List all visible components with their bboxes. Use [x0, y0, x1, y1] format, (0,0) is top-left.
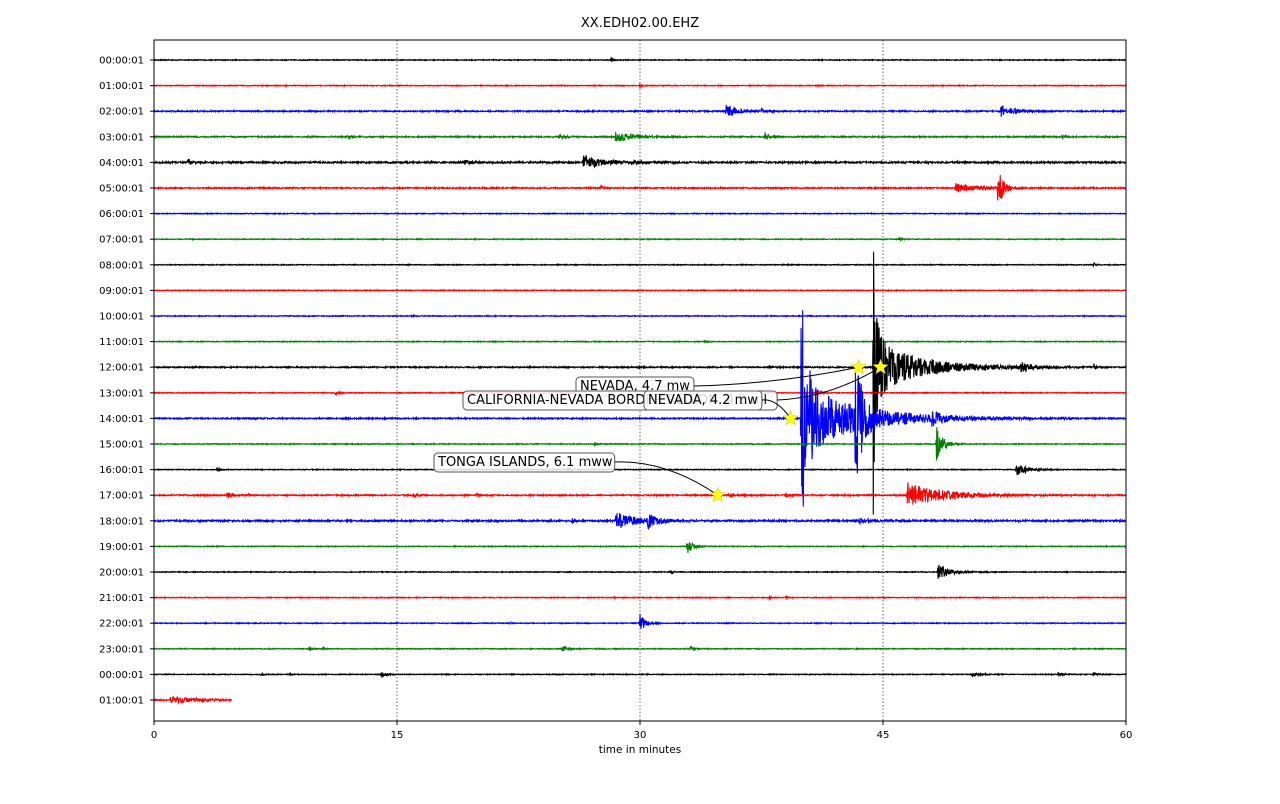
trace-row — [154, 513, 1126, 530]
event-star-marker — [709, 486, 727, 503]
event-label-box — [643, 390, 763, 411]
row-time-label: 12:00:01 — [99, 363, 144, 374]
event-connector — [761, 399, 792, 419]
row-time-label: 17:00:01 — [99, 491, 144, 502]
x-tick-label: 0 — [151, 730, 157, 741]
event-annotation: TONGA ISLANDS, 6.1 mww — [433, 452, 719, 496]
trace-row — [154, 541, 1126, 553]
event-label: TONGA ISLANDS, 6.1 mww — [437, 455, 613, 470]
trace-row — [154, 671, 1126, 679]
trace-lines — [154, 56, 1126, 705]
trace-row — [154, 237, 1126, 243]
row-time-label: 23:00:01 — [99, 644, 144, 655]
trace-row — [154, 339, 1126, 344]
trace-row — [154, 427, 1126, 461]
trace-row — [154, 251, 1126, 515]
row-time-label: 08:00:01 — [99, 260, 144, 271]
trace-row — [154, 262, 1126, 269]
row-time-label: 11:00:01 — [99, 337, 144, 348]
x-tick-label: 30 — [634, 730, 647, 741]
trace-row — [154, 131, 1126, 142]
row-time-label: 10:00:01 — [99, 312, 144, 323]
row-time-label: 16:00:01 — [99, 465, 144, 476]
trace-row — [154, 310, 1126, 507]
chart-title: XX.EDH02.00.EHZ — [581, 16, 699, 31]
row-time-label: 22:00:01 — [99, 619, 144, 630]
row-time-label: 21:00:01 — [99, 593, 144, 604]
row-time-label: 05:00:01 — [99, 184, 144, 195]
row-time-label: 04:00:01 — [99, 158, 144, 169]
trace-row — [154, 104, 1126, 117]
row-time-label: 15:00:01 — [99, 440, 144, 451]
row-time-label: 00:00:01 — [99, 670, 144, 681]
event-star-marker — [850, 358, 867, 375]
trace-row — [154, 82, 1126, 90]
event-star-marker — [782, 409, 799, 426]
trace-row — [154, 595, 1126, 602]
event-label-box — [433, 452, 616, 473]
event-connector — [777, 366, 881, 401]
event-label: NEVADA, 4.7 mw — [580, 379, 690, 394]
row-time-label: 07:00:01 — [99, 235, 144, 246]
trace-row — [154, 56, 1126, 63]
event-star-marker — [872, 358, 889, 375]
trace-row — [154, 645, 1126, 652]
row-time-label: 03:00:01 — [99, 132, 144, 143]
row-time-label: 09:00:01 — [99, 286, 144, 297]
row-time-label: 18:00:01 — [99, 516, 144, 527]
row-time-label: 00:00:01 — [99, 56, 144, 67]
event-connector — [693, 366, 859, 387]
x-axis-ticks: 0 15 30 45 60 — [151, 721, 1133, 741]
event-annotation: NEVADA, 4.2 mw — [643, 390, 792, 419]
x-tick-label: 15 — [391, 730, 404, 741]
trace-row — [154, 288, 1126, 293]
x-tick-label: 45 — [877, 730, 890, 741]
row-time-label: 13:00:01 — [99, 388, 144, 399]
row-time-label: 02:00:01 — [99, 107, 144, 118]
row-time-label: 06:00:01 — [99, 209, 144, 220]
trace-row — [154, 482, 1126, 505]
row-time-labels: 00:00:01 01:00:01 02:00:01 03:00:01 04:00:01… — [99, 56, 154, 707]
trace-row — [154, 155, 1126, 169]
trace-row — [154, 695, 233, 705]
trace-row — [154, 464, 1126, 476]
trace-row — [154, 211, 1126, 216]
row-time-label: 20:00:01 — [99, 568, 144, 579]
row-time-label: 01:00:01 — [99, 696, 144, 707]
trace-row — [154, 313, 1126, 319]
row-time-label: 01:00:01 — [99, 81, 144, 92]
x-tick-label: 60 — [1120, 730, 1133, 741]
row-time-label: 19:00:01 — [99, 542, 144, 553]
row-time-label: 14:00:01 — [99, 414, 144, 425]
event-label: NEVADA, 4.2 mw — [648, 393, 758, 408]
event-connector — [614, 461, 719, 496]
trace-row — [154, 564, 1126, 580]
trace-row — [154, 613, 1126, 629]
x-axis-label: time in minutes — [599, 744, 681, 756]
trace-row — [154, 174, 1126, 201]
